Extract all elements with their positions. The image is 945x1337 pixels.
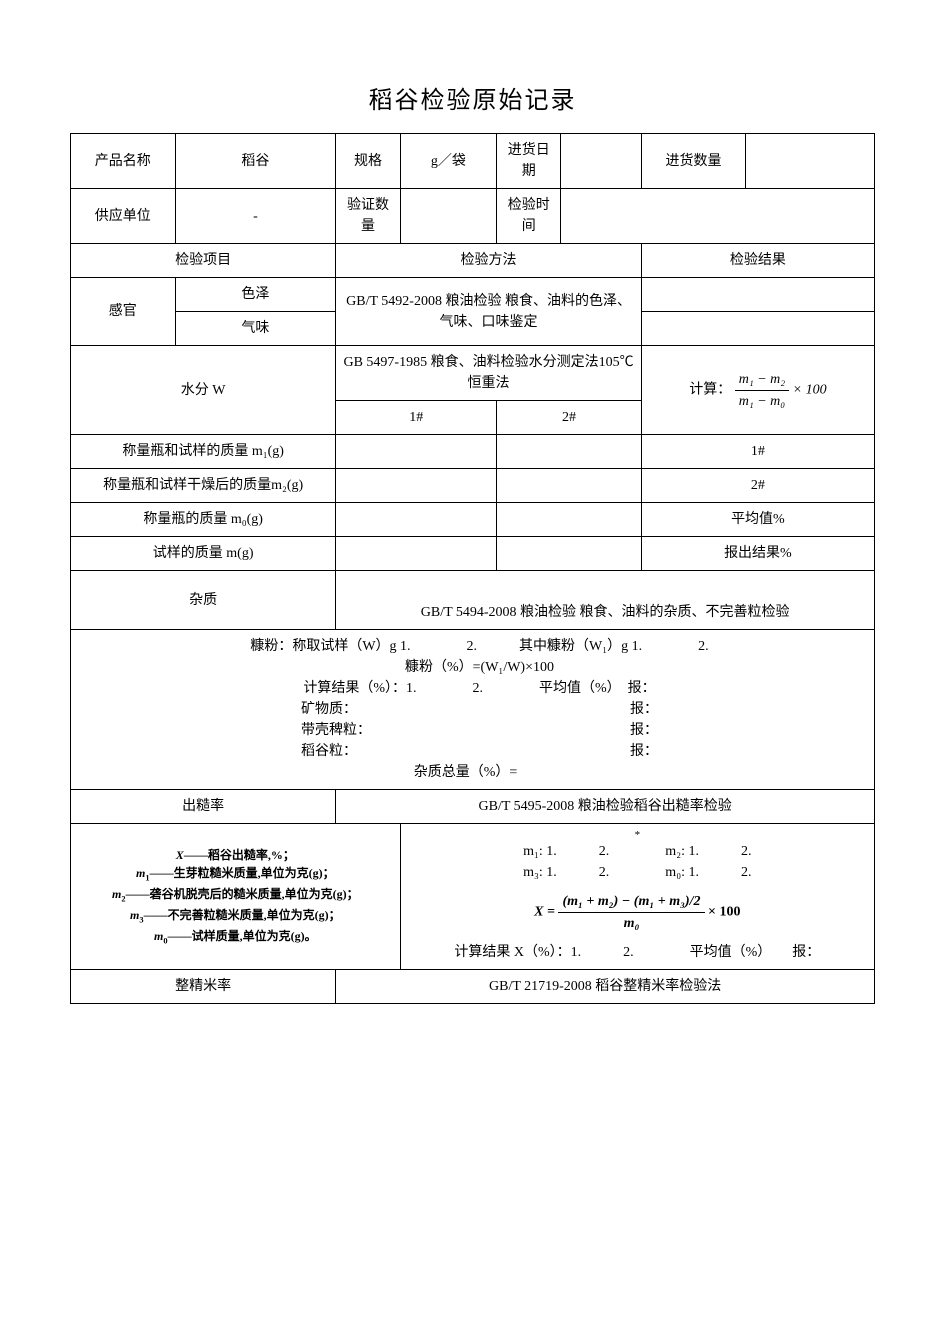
label-in-date: 进货日期 <box>497 134 561 189</box>
impurity-line-5: 稻谷粒： 报： <box>77 741 868 762</box>
husked-method: GB/T 5495-2008 粮油检验稻谷出糙率检验 <box>336 790 875 824</box>
value-inspect-time <box>561 189 875 244</box>
moisture-r4-v1 <box>336 537 497 571</box>
husked-formula-lhs: X = <box>534 905 555 920</box>
husked-legend-4: m0——试样质量,单位为克(g)。 <box>77 927 394 948</box>
milled-label: 整精米率 <box>71 970 336 1004</box>
husked-values-2: m₃: 1. 2. m₀: 1. 2. <box>407 862 868 883</box>
sensory-result-1 <box>641 278 874 312</box>
husked-formula: X = (m₁ + m₂) − (m₁ + m₃)/2 m₀ × 100 <box>407 891 868 934</box>
impurity-line-3: 矿物质： 报： <box>77 699 868 720</box>
page-title: 稻谷检验原始记录 <box>70 80 875 115</box>
moisture-method: GB 5497-1985 粮食、油料检验水分测定法105℃恒重法 <box>336 346 641 401</box>
husked-formula-den: m₀ <box>558 913 704 934</box>
impurity-block: 糠粉：称取试样（W）g 1. 2. 其中糠粉（W₁）g 1. 2. 糠粉（%）=… <box>71 630 875 790</box>
col-item: 检验项目 <box>71 244 336 278</box>
moisture-r1-v2 <box>497 435 642 469</box>
value-supplier: - <box>175 189 336 244</box>
moisture-r1-res: 1# <box>641 435 874 469</box>
moisture-col1: 1# <box>336 401 497 435</box>
husked-calc-block: * m₁: 1. 2. m₂: 1. 2. m₃: 1. 2. m₀: 1. 2… <box>400 824 874 970</box>
value-in-qty <box>746 134 875 189</box>
label-supplier: 供应单位 <box>71 189 176 244</box>
moisture-r2-v2 <box>497 469 642 503</box>
husked-legend-2: m2——砻谷机脱壳后的糙米质量,单位为克(g)； <box>77 885 394 906</box>
impurity-line-6: 杂质总量（%）= <box>63 762 868 783</box>
formula-tail: × 100 <box>793 382 827 397</box>
moisture-r3-v2 <box>497 503 642 537</box>
col-result: 检验结果 <box>641 244 874 278</box>
moisture-r2-v1 <box>336 469 497 503</box>
moisture-col2: 2# <box>497 401 642 435</box>
label-product-name: 产品名称 <box>71 134 176 189</box>
moisture-r3-label: 称量瓶的质量 m₀(g) <box>71 503 336 537</box>
col-method: 检验方法 <box>336 244 641 278</box>
moisture-r3-res: 平均值% <box>641 503 874 537</box>
moisture-r2-label: 称量瓶和试样干燥后的质量m₂(g) <box>71 469 336 503</box>
formula-num: m₁ − m₂ <box>735 369 789 391</box>
moisture-r4-label: 试样的质量 m(g) <box>71 537 336 571</box>
label-in-qty: 进货数量 <box>641 134 746 189</box>
moisture-r4-res: 报出结果% <box>641 537 874 571</box>
label-verify-qty: 验证数量 <box>336 189 400 244</box>
moisture-formula: 计算： m₁ − m₂ m₁ − m₀ × 100 <box>641 346 874 435</box>
sensory-method: GB/T 5492-2008 粮油检验 粮食、油料的色泽、气味、口味鉴定 <box>336 278 641 346</box>
husked-legend: X——稻谷出糙率,%； m1——生芽粒糙米质量,单位为克(g)； m2——砻谷机… <box>71 824 401 970</box>
husked-legend-3: m3——不完善粒糙米质量,单位为克(g)； <box>77 906 394 927</box>
impurity-line-1: 糠粉（%）=(W₁/W)×100 <box>77 657 868 678</box>
value-in-date <box>561 134 641 189</box>
impurity-method: GB/T 5494-2008 粮油检验 粮食、油料的杂质、不完善粒检验 <box>336 571 875 630</box>
moisture-r2-res: 2# <box>641 469 874 503</box>
sensory-color: 色泽 <box>175 278 336 312</box>
value-verify-qty <box>400 189 496 244</box>
value-product-name: 稻谷 <box>175 134 336 189</box>
moisture-r4-v2 <box>497 537 642 571</box>
calc-prefix: 计算： <box>689 382 731 397</box>
moisture-r1-label: 称量瓶和试样的质量 m₁(g) <box>71 435 336 469</box>
impurity-label: 杂质 <box>71 571 336 630</box>
moisture-r3-v1 <box>336 503 497 537</box>
formula-den: m₁ − m₀ <box>735 391 789 412</box>
moisture-label: 水分 W <box>71 346 336 435</box>
record-table: 产品名称 稻谷 规格 g／袋 进货日期 进货数量 供应单位 - 验证数量 检验时… <box>70 133 875 1004</box>
husked-label: 出糙率 <box>71 790 336 824</box>
moisture-r1-v1 <box>336 435 497 469</box>
value-spec: g／袋 <box>400 134 496 189</box>
husked-legend-1: m1——生芽粒糙米质量,单位为克(g)； <box>77 864 394 885</box>
label-spec: 规格 <box>336 134 400 189</box>
husked-legend-0: X——稻谷出糙率,%； <box>77 846 394 864</box>
husked-result-line: 计算结果 X（%）：1. 2. 平均值（%） 报： <box>407 942 868 963</box>
husked-formula-tail: × 100 <box>708 905 740 920</box>
sensory-smell: 气味 <box>175 312 336 346</box>
label-inspect-time: 检验时间 <box>497 189 561 244</box>
impurity-line-2: 计算结果（%）：1. 2. 平均值（%） 报： <box>77 678 868 699</box>
sensory-result-2 <box>641 312 874 346</box>
impurity-line-0: 糠粉：称取试样（W）g 1. 2. 其中糠粉（W₁）g 1. 2. <box>77 636 868 657</box>
impurity-line-4: 带壳稗粒： 报： <box>77 720 868 741</box>
milled-method: GB/T 21719-2008 稻谷整精米率检验法 <box>336 970 875 1004</box>
sensory-group: 感官 <box>71 278 176 346</box>
husked-values-1: m₁: 1. 2. m₂: 1. 2. <box>407 841 868 862</box>
husked-formula-num: (m₁ + m₂) − (m₁ + m₃)/2 <box>558 891 704 913</box>
